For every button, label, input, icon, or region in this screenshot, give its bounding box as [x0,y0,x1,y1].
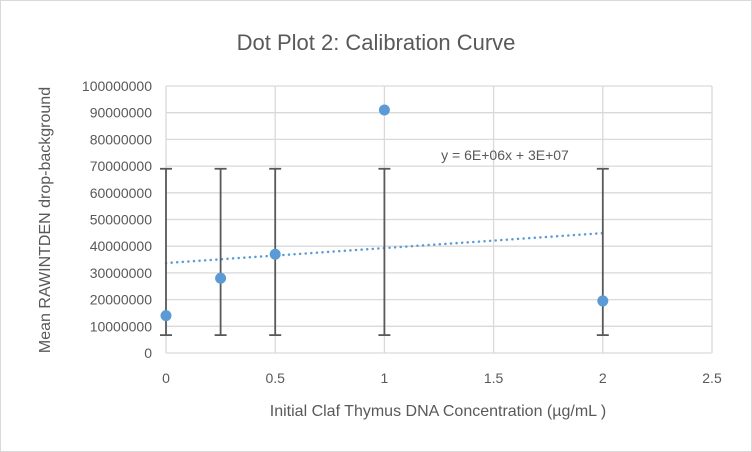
trendline-equation: y = 6E+06x + 3E+07 [441,147,569,163]
data-point [378,104,390,116]
y-axis-label: Mean RAWINTDEN drop-background [37,87,54,353]
data-point [160,310,172,322]
y-tick-label: 30000000 [90,265,153,281]
y-tick-label: 90000000 [90,105,153,121]
x-tick-label: 1 [381,370,389,386]
y-tick-label: 70000000 [90,158,153,174]
data-point [597,295,609,307]
x-tick-label: 2 [599,370,607,386]
x-tick-label: 2.5 [702,370,722,386]
y-tick-label: 40000000 [90,238,153,254]
data-point [215,272,227,284]
x-tick-label: 1.5 [484,370,504,386]
x-tick-label: 0 [162,370,170,386]
x-tick-label: 0.5 [265,370,285,386]
x-axis-label: Initial Claf Thymus DNA Concentration (µ… [270,403,606,420]
data-point [269,248,281,260]
y-tick-label: 10000000 [90,318,153,334]
y-tick-label: 0 [144,345,152,361]
y-tick-label: 20000000 [90,292,153,308]
y-tick-label: 60000000 [90,185,153,201]
y-tick-label: 50000000 [90,212,153,228]
y-tick-label: 100000000 [82,78,152,94]
chart-title: Dot Plot 2: Calibration Curve [237,30,516,55]
y-tick-label: 80000000 [90,131,153,147]
